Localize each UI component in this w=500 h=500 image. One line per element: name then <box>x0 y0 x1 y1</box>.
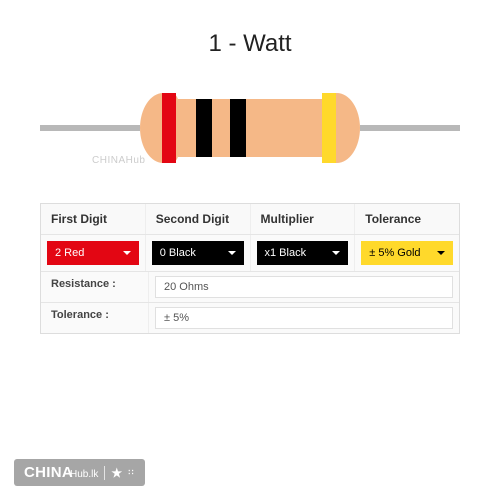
tolerance-label: Tolerance : <box>41 303 149 333</box>
resistance-value: 20 Ohms <box>155 276 453 298</box>
brand-watermark: CHINAHub.lk ★ ∷ <box>14 459 145 486</box>
page-title: 1 - Watt <box>40 30 460 58</box>
header-multiplier: Multiplier <box>251 204 356 234</box>
faint-watermark: CHINAHub <box>92 155 145 166</box>
resistor-cap-right <box>322 93 360 163</box>
resistor-lead-right <box>360 125 460 131</box>
tolerance-row: Tolerance : ± 5% <box>41 303 459 333</box>
first-digit-select[interactable]: 2 Red <box>47 241 139 265</box>
header-tolerance: Tolerance <box>355 204 459 234</box>
calculator-table: First Digit Second Digit Multiplier Tole… <box>40 203 460 334</box>
brand-sub: Hub.lk <box>70 469 98 480</box>
header-first-digit: First Digit <box>41 204 146 234</box>
star-icon: ★ <box>111 467 122 479</box>
resistor-calculator: 1 - Watt CHINAHub First Digit <box>0 0 500 334</box>
tolerance-value: ± 5% <box>155 307 453 329</box>
resistor-cap-left <box>140 93 178 163</box>
multiplier-select[interactable]: x1 Black <box>257 241 349 265</box>
band-4 <box>322 93 336 163</box>
resistor-graphic: CHINAHub <box>40 78 460 178</box>
resistor-lead-left <box>40 125 140 131</box>
selects-row: 2 Red 0 Black x1 Black ± 5% Gold <box>41 235 459 272</box>
resistor-middle <box>178 99 322 157</box>
band-1 <box>162 93 176 163</box>
resistance-row: Resistance : 20 Ohms <box>41 272 459 303</box>
watermark-divider <box>104 466 105 480</box>
table-header-row: First Digit Second Digit Multiplier Tole… <box>41 204 459 235</box>
header-second-digit: Second Digit <box>146 204 251 234</box>
dots-icon: ∷ <box>128 470 134 475</box>
brand-main: CHINA <box>24 464 73 481</box>
second-digit-select[interactable]: 0 Black <box>152 241 244 265</box>
band-2 <box>196 99 212 157</box>
tolerance-select[interactable]: ± 5% Gold <box>361 241 453 265</box>
resistor-body <box>140 93 360 163</box>
band-3 <box>230 99 246 157</box>
resistance-label: Resistance : <box>41 272 149 302</box>
